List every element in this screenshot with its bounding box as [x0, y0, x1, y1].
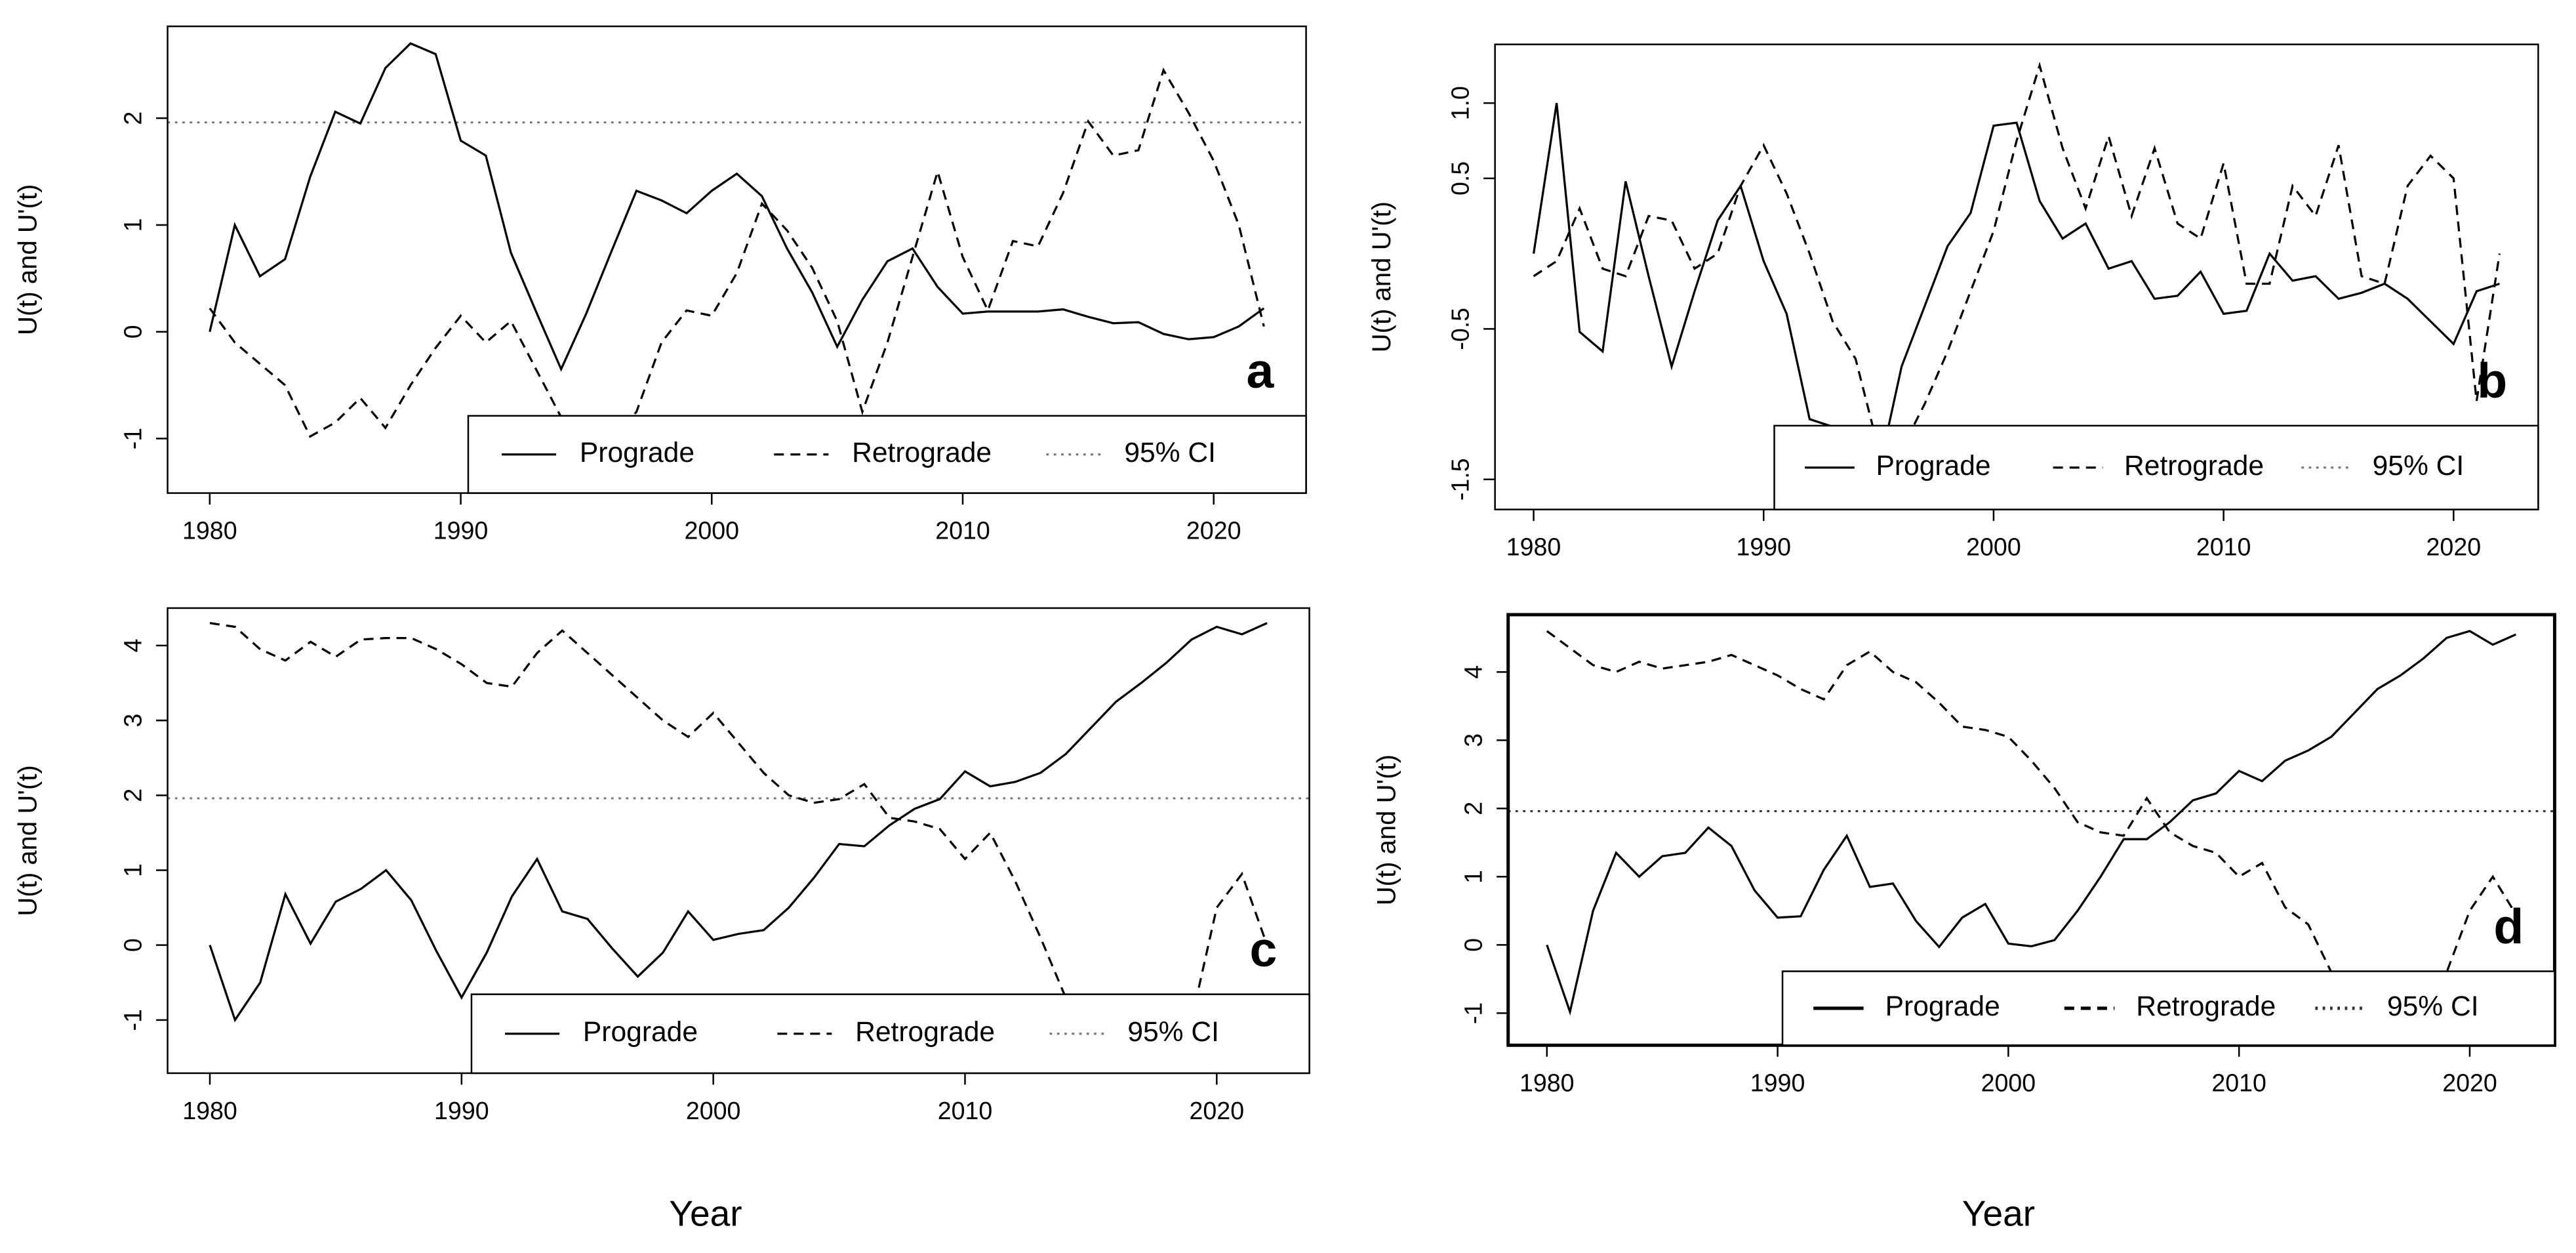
x-tick-label: 2000 [684, 517, 739, 544]
y-axis-label: U(t) and U'(t) [1367, 201, 1396, 352]
y-tick-label: 1 [1460, 870, 1487, 884]
x-tick-label: 2010 [2196, 533, 2251, 561]
panel-label: c [1250, 922, 1278, 977]
y-tick-label: 0 [1460, 938, 1487, 952]
panel: -1.5 -0.5 0.5 1.0 1980 1990 2000 2010 2020 U(t) a… [1367, 43, 2539, 561]
series-line [209, 622, 1268, 1023]
x-tick-label: 1990 [434, 1097, 489, 1124]
y-tick-label: -0.5 [1446, 308, 1474, 350]
legend-label: Prograde [1885, 991, 2000, 1022]
plot-area [167, 42, 1306, 440]
y-axis-label: U(t) and U'(t) [14, 765, 43, 916]
x-tick-label: 2010 [2211, 1069, 2266, 1096]
series-line [209, 67, 1265, 440]
legend-box [1781, 970, 2556, 1046]
series-line [1533, 61, 2501, 451]
x-tick-label: 2020 [2442, 1069, 2497, 1096]
panel: -1 0 1 2 3 4 1980 1990 2000 2010 2020 U(t) and U'(t… [14, 607, 1310, 1233]
y-tick-label: 0.5 [1446, 161, 1474, 195]
y-tick-label: 2 [119, 112, 146, 125]
series-line [209, 42, 1265, 372]
x-tick-label: 2010 [938, 1097, 993, 1124]
series-line [1546, 630, 2516, 1016]
y-tick-label: -1 [1460, 1002, 1487, 1024]
plot-area [167, 622, 1310, 1059]
y-axis-label: U(t) and U'(t) [1372, 754, 1401, 905]
y-tick-label: 0 [119, 325, 146, 339]
legend-box [467, 415, 1307, 494]
panel-label: b [2477, 353, 2507, 408]
y-tick-label: 1 [119, 218, 146, 232]
panel-label: a [1247, 343, 1275, 398]
x-tick-label: 1980 [1519, 1069, 1575, 1096]
series-line [1532, 102, 2500, 474]
legend-label: Retrograde [855, 1016, 995, 1048]
y-tick-label: 2 [1460, 802, 1487, 815]
y-tick-label: 3 [119, 714, 146, 728]
legend-label: 95% CI [2387, 991, 2479, 1022]
x-tick-label: 1980 [182, 517, 237, 544]
y-tick-label: 1 [119, 863, 146, 877]
legend-label: Prograde [1876, 450, 1990, 482]
x-axis-label: Year [1962, 1193, 2035, 1233]
panel: -1 0 1 2 3 4 1980 1990 2000 2010 2020 U(t) and U'(t… [1372, 613, 2556, 1233]
legend-label: Retrograde [2124, 450, 2264, 482]
x-tick-label: 2000 [1981, 1069, 2036, 1096]
y-tick-label: 0 [119, 938, 146, 952]
x-tick-label: 2000 [686, 1097, 741, 1124]
y-tick-label: -1 [119, 1009, 146, 1031]
y-tick-label: -1.5 [1446, 458, 1474, 501]
panel: -1 0 1 2 1980 1990 2000 2010 2020 U(t) and U'(t) P… [14, 25, 1307, 544]
x-tick-label: 1990 [1736, 533, 1791, 561]
legend-label: Retrograde [852, 437, 992, 468]
series-line [209, 622, 1268, 1059]
x-tick-label: 1980 [182, 1097, 237, 1124]
y-tick-label: -1 [119, 428, 146, 449]
x-tick-label: 2020 [2426, 533, 2482, 561]
x-tick-label: 2000 [1966, 533, 2021, 561]
legend-label: Prograde [580, 437, 694, 468]
legend-box [470, 993, 1310, 1075]
x-tick-label: 1990 [1750, 1069, 1805, 1096]
x-axis-label: Year [669, 1193, 742, 1233]
panel-label: d [2493, 899, 2524, 954]
x-tick-label: 1990 [433, 517, 489, 544]
legend-box [1773, 424, 2539, 510]
y-tick-label: 3 [1460, 733, 1487, 747]
legend-label: Retrograde [2136, 991, 2276, 1022]
y-tick-label: 4 [119, 639, 146, 653]
legend-label: 95% CI [1127, 1016, 1219, 1048]
y-tick-label: 2 [119, 789, 146, 802]
legend-label: Prograde [583, 1016, 698, 1048]
legend-label: 95% CI [2373, 450, 2465, 482]
y-axis-label: U(t) and U'(t) [14, 184, 43, 335]
y-tick-label: 1.0 [1446, 86, 1474, 120]
x-tick-label: 2010 [935, 517, 990, 544]
x-tick-label: 1980 [1506, 533, 1561, 561]
x-tick-label: 2020 [1186, 517, 1241, 544]
legend-label: 95% CI [1124, 437, 1216, 468]
x-tick-label: 2020 [1190, 1097, 1245, 1124]
y-tick-label: 4 [1460, 665, 1487, 679]
plot-area [1532, 61, 2501, 474]
